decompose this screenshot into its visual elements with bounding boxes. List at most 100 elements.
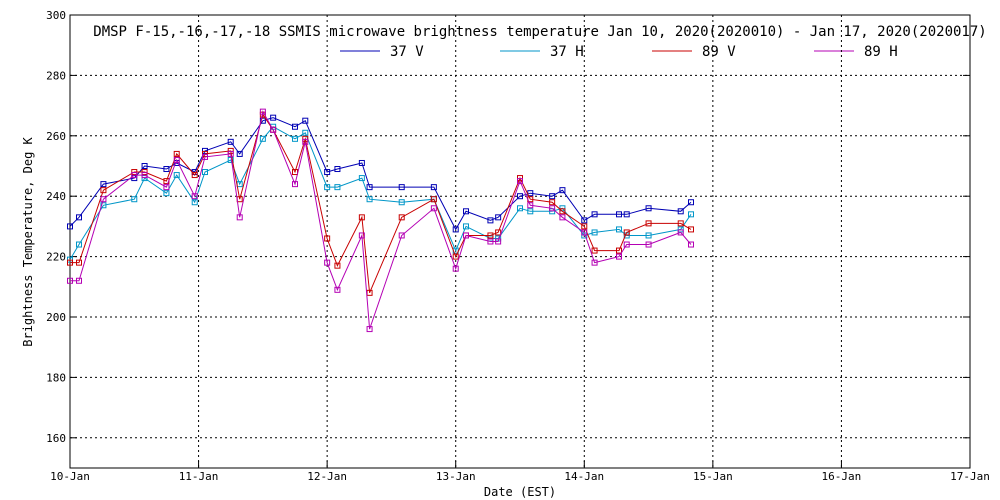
data-point <box>487 238 494 245</box>
data-point <box>688 226 694 233</box>
y-tick-label: 200 <box>46 311 66 324</box>
data-point <box>141 169 148 176</box>
data-point <box>67 277 73 284</box>
data-point <box>645 205 652 212</box>
data-point <box>366 326 373 333</box>
series-line <box>70 113 692 293</box>
data-point <box>358 214 365 221</box>
data-point <box>591 247 598 254</box>
data-point <box>677 220 684 227</box>
data-point <box>645 220 652 227</box>
legend-label: 89 V <box>702 44 736 60</box>
data-point <box>131 196 138 203</box>
data-point <box>302 138 309 145</box>
data-point <box>549 199 556 206</box>
data-point <box>334 184 341 191</box>
y-tick-label: 300 <box>46 9 66 22</box>
x-tick-label: 11-Jan <box>179 470 219 483</box>
data-point <box>591 211 598 218</box>
data-point <box>334 166 341 173</box>
data-point <box>270 114 277 121</box>
data-point <box>173 172 180 179</box>
data-point <box>623 229 630 236</box>
data-point <box>334 286 341 293</box>
data-point <box>645 232 652 239</box>
data-point <box>173 150 180 157</box>
x-tick-label: 15-Jan <box>693 470 733 483</box>
data-point <box>202 169 208 176</box>
data-point <box>334 262 341 269</box>
x-tick-label: 14-Jan <box>564 470 604 483</box>
data-point <box>463 208 469 215</box>
data-point <box>67 259 73 266</box>
data-point <box>292 181 298 188</box>
data-point <box>527 202 534 209</box>
data-point <box>581 217 588 224</box>
data-point <box>495 214 502 221</box>
data-point <box>227 150 234 157</box>
data-point <box>623 211 630 218</box>
data-point <box>452 265 459 272</box>
data-point <box>100 202 107 209</box>
legend-label: 37 V <box>390 44 424 60</box>
data-point <box>302 129 309 136</box>
data-point <box>131 169 138 176</box>
data-point <box>463 223 469 230</box>
data-point <box>100 196 107 203</box>
data-point <box>616 211 622 218</box>
y-axis-label: Brightness Temperature, Deg K <box>21 136 35 346</box>
chart-title: DMSP F-15,-16,-17,-18 SSMIS microwave br… <box>93 24 986 40</box>
series-89-h <box>67 108 694 333</box>
data-point <box>517 205 523 212</box>
data-point <box>487 232 494 239</box>
data-point <box>487 217 494 224</box>
data-point <box>292 135 298 142</box>
series-37-h <box>67 123 694 263</box>
data-point <box>236 150 243 157</box>
data-point <box>623 241 630 248</box>
y-tick-label: 260 <box>46 130 66 143</box>
data-point <box>191 199 198 206</box>
data-point <box>324 169 331 176</box>
y-axis: 160 180 200 220 240 260 280 300 <box>46 9 970 445</box>
data-point <box>495 229 502 236</box>
data-point <box>163 166 170 173</box>
data-point <box>100 181 107 188</box>
series-37-v <box>67 114 694 233</box>
legend: 37 V 37 H 89 V 89 H <box>340 44 898 60</box>
x-tick-label: 12-Jan <box>307 470 347 483</box>
data-point <box>131 172 138 179</box>
data-point <box>76 241 82 248</box>
data-point <box>677 208 684 215</box>
data-point <box>100 187 107 194</box>
data-point <box>236 214 243 221</box>
data-point <box>202 153 208 160</box>
data-point <box>549 193 556 200</box>
plot-area <box>69 14 971 469</box>
data-point <box>324 259 331 266</box>
data-point <box>366 196 373 203</box>
data-point <box>677 229 684 236</box>
data-point <box>191 172 198 179</box>
y-tick-label: 160 <box>46 432 66 445</box>
series-line <box>70 110 692 330</box>
data-point <box>645 241 652 248</box>
data-point <box>259 108 266 115</box>
data-point <box>163 190 170 197</box>
data-point <box>517 193 523 200</box>
y-tick-label: 220 <box>46 251 66 264</box>
x-tick-label: 13-Jan <box>436 470 476 483</box>
data-point <box>259 117 266 124</box>
grid-lines <box>70 15 970 468</box>
data-point <box>398 184 405 191</box>
data-point <box>163 184 170 191</box>
y-tick-label: 240 <box>46 190 66 203</box>
data-point <box>463 232 469 239</box>
data-point <box>430 205 437 212</box>
data-point <box>688 211 694 218</box>
data-point <box>430 184 437 191</box>
data-point <box>358 159 365 166</box>
data-point <box>616 226 622 233</box>
data-point <box>430 196 437 203</box>
